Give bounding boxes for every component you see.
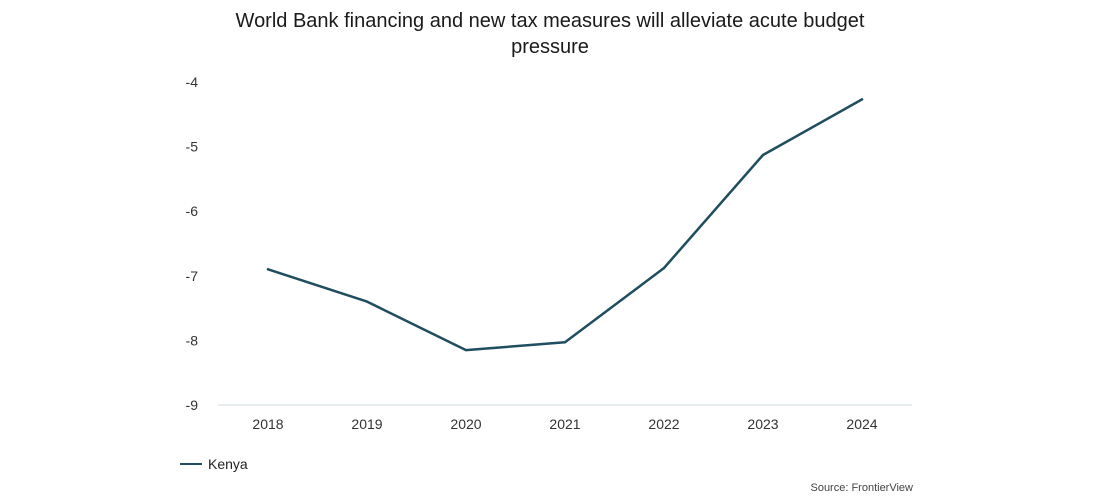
legend-swatch-kenya [180,463,202,465]
x-tick-label: 2022 [648,416,679,432]
y-tick-label: -7 [186,268,199,284]
data-point [662,266,666,270]
data-point [266,268,270,271]
y-tick-label: -6 [186,203,199,219]
x-tick-label: 2018 [252,416,283,432]
y-tick-label: -8 [186,332,199,348]
x-tick-label: 2020 [450,416,481,432]
data-point [365,300,369,303]
data-point [860,98,864,101]
legend-label-kenya: Kenya [208,456,248,472]
data-point [563,341,567,344]
x-axis-ticks: 2018 2019 2020 2021 2022 2023 2024 [252,416,877,432]
data-point [464,348,468,352]
x-tick-label: 2021 [549,416,580,432]
data-point [761,153,765,157]
source-note: Source: FrontierView [810,482,913,494]
x-tick-label: 2019 [351,416,382,432]
y-tick-label: -5 [186,139,199,155]
series-line-kenya [266,98,864,352]
x-tick-label: 2024 [846,416,877,432]
y-tick-label: -9 [186,397,199,413]
series-layer [266,98,864,352]
legend: Kenya [180,456,248,472]
y-axis-ticks: -4 -5 -6 -7 -8 -9 [186,74,199,413]
x-tick-label: 2023 [747,416,778,432]
chart-title: World Bank financing and new tax measure… [235,10,865,58]
y-tick-label: -4 [186,74,199,90]
